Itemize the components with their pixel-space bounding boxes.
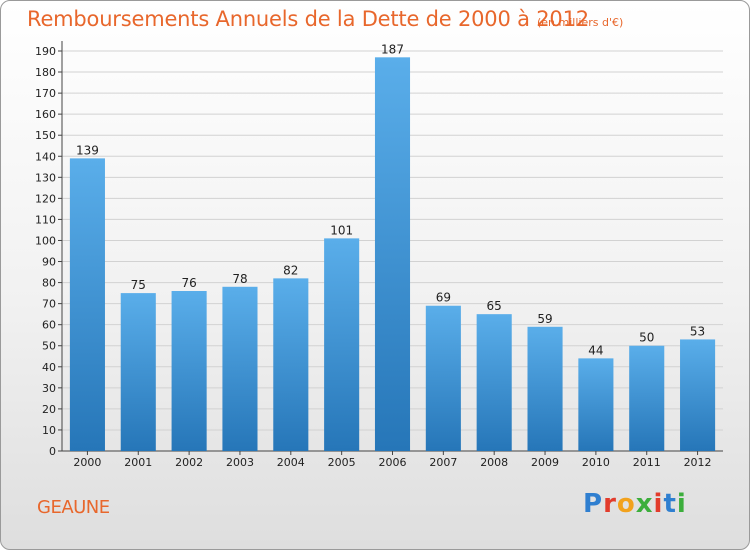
- x-tick-label: 2002: [175, 456, 203, 469]
- y-tick-label: 0: [49, 445, 56, 458]
- logo-letter: P: [583, 489, 604, 519]
- x-tick-label: 2006: [379, 456, 407, 469]
- x-tick-label: 2011: [633, 456, 661, 469]
- y-tick-label: 140: [35, 150, 56, 163]
- data-label: 139: [76, 143, 99, 157]
- bar: [69, 158, 105, 452]
- logo-letter: i: [653, 489, 664, 519]
- bar: [374, 57, 411, 451]
- logo-letter: r: [603, 489, 617, 519]
- y-tick-label: 110: [35, 213, 56, 226]
- x-tick-label: 2009: [531, 456, 559, 469]
- y-tick-label: 60: [42, 319, 56, 332]
- logo-letter: o: [616, 489, 636, 519]
- bar: [425, 305, 461, 451]
- y-tick-label: 90: [42, 256, 56, 269]
- bar: [527, 326, 563, 451]
- bar: [222, 286, 258, 451]
- y-tick-label: 70: [42, 298, 56, 311]
- y-tick-label: 150: [35, 129, 56, 142]
- y-tick-label: 130: [35, 171, 56, 184]
- data-label: 59: [537, 312, 552, 326]
- x-tick-label: 2008: [480, 456, 508, 469]
- bar: [680, 339, 716, 451]
- logo-letter: t: [663, 489, 677, 519]
- data-label: 69: [436, 291, 451, 305]
- y-tick-label: 80: [42, 277, 56, 290]
- x-tick-label: 2000: [73, 456, 101, 469]
- proxiti-logo: Proxiti: [583, 489, 687, 519]
- y-tick-label: 30: [42, 382, 56, 395]
- bar: [476, 314, 512, 451]
- bar: [120, 293, 156, 451]
- x-tick-label: 2003: [226, 456, 254, 469]
- y-tick-label: 10: [42, 424, 56, 437]
- x-tick-label: 2012: [684, 456, 712, 469]
- data-label: 75: [131, 278, 146, 292]
- data-label: 50: [639, 331, 654, 345]
- y-tick-label: 120: [35, 192, 56, 205]
- bar: [629, 345, 665, 451]
- y-tick-label: 100: [35, 234, 56, 247]
- labels: 0 10 20 30 40 50 60 70 80 90 100 110 120 130 140 150 160…: [35, 42, 712, 469]
- data-label: 78: [232, 272, 247, 286]
- data-label: 187: [381, 42, 404, 56]
- logo-letter: i: [676, 489, 687, 519]
- bar: [578, 358, 614, 451]
- data-label: 53: [690, 324, 705, 338]
- y-tick-label: 180: [35, 66, 56, 79]
- bars: [69, 57, 716, 452]
- data-label: 82: [283, 263, 298, 277]
- commune-name: GEAUNE: [37, 497, 110, 518]
- x-tick-label: 2005: [328, 456, 356, 469]
- logo-letter: x: [635, 489, 654, 519]
- y-tick-label: 170: [35, 87, 56, 100]
- bar: [171, 291, 207, 451]
- x-tick-label: 2010: [582, 456, 610, 469]
- y-tick-label: 20: [42, 403, 56, 416]
- chart-title: Remboursements Annuels de la Dette de 20…: [27, 7, 589, 31]
- data-label: 44: [588, 343, 603, 357]
- x-tick-label: 2007: [429, 456, 457, 469]
- y-tick-label: 190: [35, 45, 56, 58]
- x-tick-label: 2004: [277, 456, 305, 469]
- bar: [273, 278, 309, 451]
- y-tick-label: 160: [35, 108, 56, 121]
- chart-subtitle: (en milliers d'€): [537, 16, 624, 29]
- y-tick-label: 40: [42, 361, 56, 374]
- data-label: 101: [330, 223, 353, 237]
- data-label: 76: [181, 276, 196, 290]
- data-label: 65: [487, 299, 502, 313]
- y-tick-label: 50: [42, 340, 56, 353]
- bar: [324, 238, 360, 451]
- x-tick-label: 2001: [124, 456, 152, 469]
